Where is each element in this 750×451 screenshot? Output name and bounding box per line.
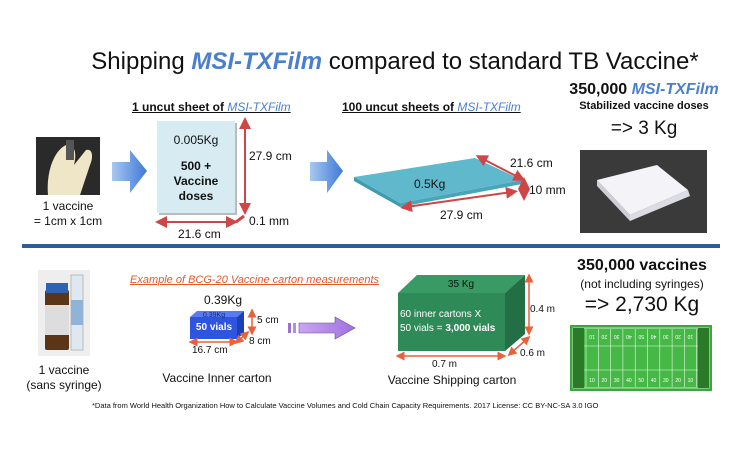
shipping-carton-caption: Vaccine Shipping carton — [387, 373, 517, 387]
arrow-right-icon — [112, 150, 147, 193]
inner-carton-contents: 50 vials — [195, 322, 233, 333]
sheet-width: 21.6 cm — [178, 227, 221, 241]
shipping-carton-weight: 35 Kg — [447, 279, 475, 290]
football-field-icon: 10 10 20 20 30 30 40 40 50 50 40 40 30 30 20 20 10 10 — [570, 325, 712, 391]
yard-number: 40 — [626, 333, 632, 339]
inner-carton-caption: Vaccine Inner carton — [162, 371, 272, 385]
shipping-carton — [398, 275, 525, 351]
film-summary-result: => 3 Kg — [610, 118, 678, 139]
shipping-carton-height: 0.4 m — [530, 304, 556, 315]
vaccine-caption: 1 vaccine — [42, 199, 94, 213]
stack-width: 21.6 cm — [510, 156, 553, 170]
sheet-weight: 0.005Kg — [173, 133, 219, 147]
yard-number: 10 — [589, 333, 595, 339]
inner-carton-height: 5 cm — [257, 315, 279, 326]
yard-number: 10 — [589, 378, 595, 384]
example-label: Example of BCG-20 Vaccine carton measure… — [130, 274, 380, 286]
vial-caption: (sans syringe) — [26, 378, 102, 392]
arrow-right-icon — [310, 150, 343, 193]
sheet-thickness: 0.1 mm — [249, 214, 290, 228]
yard-number: 30 — [614, 378, 620, 384]
vial-caption: 1 vaccine — [38, 363, 90, 377]
inner-carton-depth: 8 cm — [249, 336, 271, 347]
stack-label: 100 uncut sheets of MSI-TXFilm — [342, 100, 521, 114]
sheet-doses: doses — [178, 189, 214, 203]
single-sheet-label: 1 uncut sheet of MSI-TXFilm — [132, 100, 291, 114]
sheet-height: 27.9 cm — [249, 149, 292, 163]
arrow-right-icon — [288, 316, 356, 340]
shipping-carton-contents: 50 vials = 3,000 vials — [400, 323, 496, 334]
yard-number: 50 — [638, 378, 644, 384]
yard-number: 20 — [601, 333, 607, 339]
stack-weight: 0.5Kg — [414, 177, 446, 191]
yard-number: 40 — [651, 378, 657, 384]
stack-length: 27.9 cm — [440, 208, 483, 222]
footnote: *Data from World Health Organization How… — [92, 401, 599, 410]
yard-number: 40 — [651, 333, 657, 339]
yard-number: 30 — [614, 333, 620, 339]
vaccine-summary-result: => 2,730 Kg — [584, 293, 700, 316]
shipping-carton-width: 0.7 m — [432, 359, 458, 370]
inner-carton-top-label: 0.39Kg — [202, 312, 226, 319]
paper-stack-photo — [580, 150, 707, 233]
yard-number: 50 — [638, 333, 644, 339]
yard-number: 10 — [688, 378, 694, 384]
shipping-carton-contents: 60 inner cartons X — [400, 309, 482, 320]
glove-vaccine-photo — [36, 137, 100, 195]
yard-number: 20 — [675, 333, 681, 339]
page-title: Shipping MSI-TXFilm compared to standard… — [91, 48, 699, 75]
stack-thickness: 10 mm — [529, 183, 566, 197]
yard-number: 20 — [602, 378, 608, 384]
divider — [22, 244, 720, 248]
yard-number: 30 — [663, 333, 669, 339]
sheet-doses: Vaccine — [173, 174, 219, 188]
shipping-carton-depth: 0.6 m — [520, 348, 546, 359]
film-summary-subtitle: Stabilized vaccine doses — [579, 100, 709, 112]
yard-number: 20 — [675, 378, 681, 384]
vaccine-size-caption: = 1cm x 1cm — [33, 214, 103, 228]
vaccine-summary-subtitle: (not including syringes) — [580, 277, 704, 291]
film-summary-title: 350,000 MSI-TXFilm — [569, 81, 719, 98]
yard-number: 30 — [663, 378, 669, 384]
vial-photo — [38, 270, 90, 356]
yard-number: 40 — [626, 378, 632, 384]
inner-carton-weight: 0.39Kg — [203, 293, 243, 307]
vaccine-summary-title: 350,000 vaccines — [577, 257, 707, 274]
yard-number: 10 — [687, 333, 693, 339]
sheet-doses: 500 + — [180, 159, 212, 173]
inner-carton-width: 16.7 cm — [192, 345, 228, 356]
